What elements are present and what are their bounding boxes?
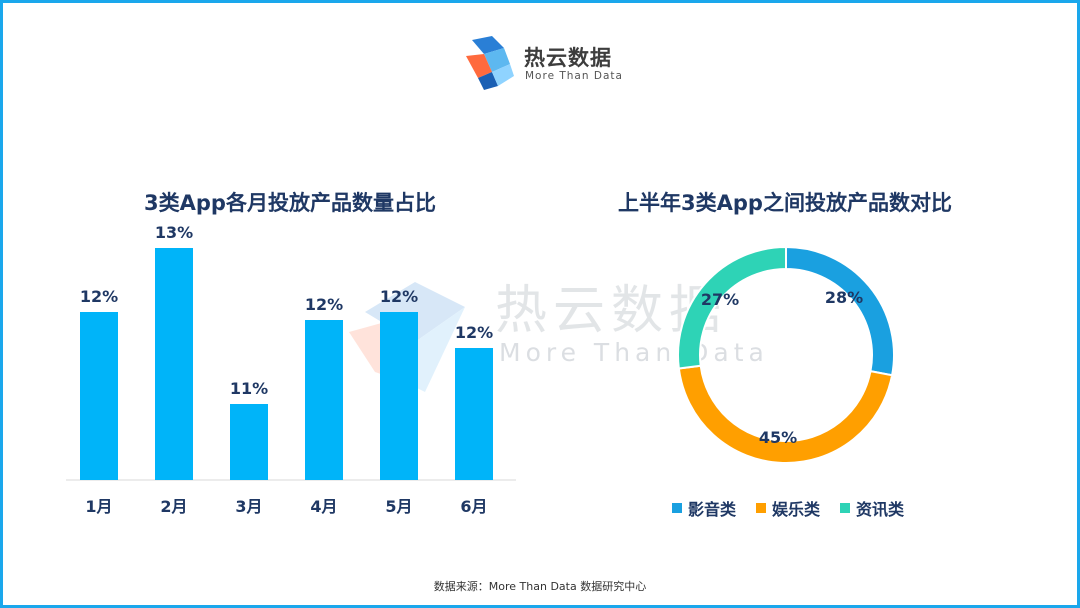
- brand-logo: 热云数据 More Than Data: [462, 34, 632, 94]
- legend-item-zixun: 资讯类: [840, 496, 904, 520]
- legend-swatch-yingyin: [672, 503, 682, 513]
- bar-4: [305, 320, 343, 480]
- legend-item-yingyin: 影音类: [672, 496, 736, 520]
- bar-1: [80, 312, 118, 480]
- bar-category-label: 6月: [460, 497, 487, 516]
- legend-label-yingyin: 影音类: [688, 500, 737, 519]
- legend-label-yule: 娱乐类: [772, 500, 821, 519]
- logo-name-cn: 热云数据: [524, 46, 612, 70]
- legend-label-zixun: 资讯类: [856, 500, 905, 519]
- bar-value-label: 12%: [305, 295, 343, 314]
- donut-slice-2: [677, 364, 894, 464]
- bar-6: [455, 348, 493, 480]
- logo-name-en: More Than Data: [525, 70, 623, 82]
- bar-chart: 12% 1月 13% 2月 11% 3月 12% 4月 12% 5月 12% 6月: [66, 223, 516, 516]
- donut-slice-label: 28%: [825, 288, 863, 307]
- bar-category-label: 2月: [160, 497, 187, 516]
- bar-category-label: 4月: [310, 497, 337, 516]
- donut-slice-label: 45%: [759, 428, 797, 447]
- donut-slice-3: [677, 245, 787, 370]
- donut-slice-1: [785, 245, 895, 377]
- donut-chart: 28% 45% 27%: [677, 245, 895, 464]
- bar-value-label: 12%: [80, 287, 118, 306]
- donut-slice-label: 27%: [701, 290, 739, 309]
- bar-category-label: 1月: [85, 497, 112, 516]
- bar-3: [230, 404, 268, 480]
- legend-item-yule: 娱乐类: [756, 496, 820, 520]
- logo-mark-icon: [466, 36, 514, 90]
- bar-2: [155, 248, 193, 480]
- donut-chart-title: 上半年3类App之间投放产品数对比: [618, 191, 952, 215]
- data-source-note: 数据来源：More Than Data 数据研究中心: [433, 580, 647, 593]
- donut-legend: 影音类 娱乐类 资讯类: [672, 496, 904, 520]
- bar-value-label: 13%: [155, 223, 193, 242]
- bar-value-label: 11%: [230, 379, 268, 398]
- bar-chart-title: 3类App各月投放产品数量占比: [144, 191, 436, 215]
- bar-value-label: 12%: [455, 323, 493, 342]
- bar-category-label: 5月: [385, 497, 412, 516]
- bar-value-label: 12%: [380, 287, 418, 306]
- bar-category-label: 3月: [235, 497, 262, 516]
- legend-swatch-yule: [756, 503, 767, 513]
- legend-swatch-zixun: [840, 503, 851, 513]
- bar-5: [380, 312, 418, 480]
